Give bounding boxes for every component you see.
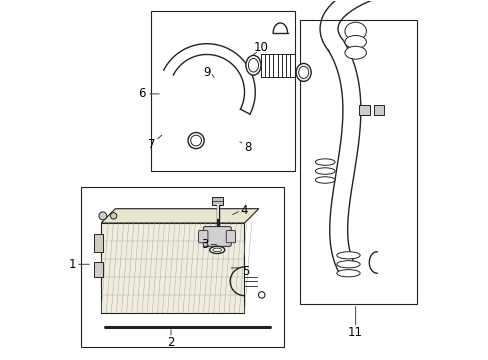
Text: 7: 7 bbox=[147, 138, 155, 150]
Ellipse shape bbox=[315, 177, 334, 183]
FancyBboxPatch shape bbox=[198, 230, 207, 243]
Text: 2: 2 bbox=[167, 336, 174, 348]
FancyBboxPatch shape bbox=[226, 230, 235, 243]
Ellipse shape bbox=[296, 63, 310, 81]
Ellipse shape bbox=[258, 292, 264, 298]
Ellipse shape bbox=[99, 212, 106, 220]
Ellipse shape bbox=[212, 248, 221, 252]
Ellipse shape bbox=[344, 36, 366, 48]
Polygon shape bbox=[101, 209, 258, 223]
Text: 3: 3 bbox=[201, 238, 208, 251]
Bar bbox=[151, 12, 294, 171]
Ellipse shape bbox=[344, 46, 366, 59]
Text: 4: 4 bbox=[240, 204, 248, 217]
Text: 11: 11 bbox=[347, 326, 363, 339]
Ellipse shape bbox=[209, 246, 224, 253]
Bar bbox=[101, 223, 244, 313]
Ellipse shape bbox=[190, 135, 201, 146]
Ellipse shape bbox=[315, 159, 334, 165]
FancyBboxPatch shape bbox=[203, 226, 231, 246]
Ellipse shape bbox=[187, 132, 203, 149]
Bar bbox=[212, 197, 223, 205]
Ellipse shape bbox=[248, 58, 258, 72]
Ellipse shape bbox=[298, 66, 308, 78]
Bar bbox=[81, 187, 284, 347]
Ellipse shape bbox=[336, 261, 360, 268]
Ellipse shape bbox=[315, 168, 334, 174]
Bar bbox=[373, 105, 384, 116]
Text: 9: 9 bbox=[203, 66, 210, 79]
Text: 1: 1 bbox=[68, 258, 76, 271]
Text: 10: 10 bbox=[253, 41, 267, 54]
Text: 5: 5 bbox=[242, 265, 249, 278]
Bar bbox=[359, 105, 369, 116]
Ellipse shape bbox=[344, 22, 366, 40]
Ellipse shape bbox=[245, 55, 261, 75]
Ellipse shape bbox=[110, 213, 117, 219]
Ellipse shape bbox=[336, 270, 360, 277]
Text: 6: 6 bbox=[138, 87, 146, 100]
Bar bbox=[94, 262, 102, 277]
Bar bbox=[300, 21, 416, 304]
Text: 8: 8 bbox=[244, 141, 251, 154]
Bar bbox=[94, 234, 102, 252]
Ellipse shape bbox=[336, 252, 360, 259]
